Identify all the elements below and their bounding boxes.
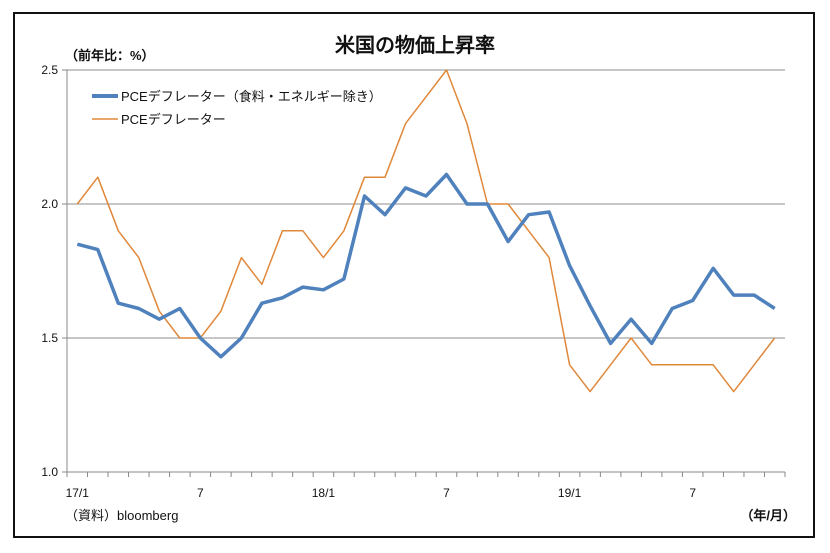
data-point-core-pce — [364, 195, 366, 197]
data-point-core-pce — [753, 294, 755, 296]
data-point-core-pce — [405, 187, 407, 189]
data-point-pce — [528, 230, 530, 232]
data-point-pce — [466, 123, 468, 125]
data-point-core-pce — [466, 203, 468, 205]
data-point-pce — [446, 69, 448, 71]
data-point-pce — [240, 257, 242, 259]
source-label: （資料）bloomberg — [65, 508, 178, 523]
legend-label-headline: PCEデフレーター — [121, 112, 226, 127]
data-point-pce — [261, 283, 263, 285]
data-point-pce — [220, 310, 222, 312]
data-point-core-pce — [692, 300, 694, 302]
chart-title: 米国の物価上昇率 — [335, 33, 495, 57]
data-point-pce — [548, 257, 550, 259]
legend: PCEデフレーター（食料・エネルギー除き） PCEデフレーター — [92, 89, 382, 127]
data-point-core-pce — [97, 249, 99, 251]
data-point-core-pce — [548, 211, 550, 213]
x-tick-label: 19/1 — [558, 486, 582, 500]
data-point-core-pce — [220, 356, 222, 358]
data-point-core-pce — [240, 337, 242, 339]
data-point-pce — [753, 364, 755, 366]
y-tick-label: 2.0 — [41, 197, 58, 211]
chart-frame — [13, 12, 815, 538]
data-point-pce — [692, 364, 694, 366]
data-point-pce — [507, 203, 509, 205]
axis-layer — [66, 70, 785, 473]
unit-label: （前年比：%） — [65, 48, 155, 63]
data-point-core-pce — [630, 318, 632, 320]
data-point-core-pce — [569, 265, 571, 267]
data-point-pce — [671, 364, 673, 366]
data-point-core-pce — [138, 308, 140, 310]
x-tick-label: 18/1 — [312, 486, 336, 500]
x-axis-label: （年/月） — [740, 508, 796, 523]
legend-label-core: PCEデフレーター（食料・エネルギー除き） — [121, 89, 382, 104]
y-tick-label: 1.5 — [41, 331, 58, 345]
data-point-pce — [76, 203, 78, 205]
data-point-pce — [302, 230, 304, 232]
data-point-pce — [651, 364, 653, 366]
y-tick-label: 1.0 — [41, 465, 58, 479]
data-point-core-pce — [76, 243, 78, 245]
data-point-core-pce — [774, 308, 776, 310]
data-point-pce — [117, 230, 119, 232]
data-point-core-pce — [671, 308, 673, 310]
x-tick-label: 7 — [197, 486, 204, 500]
data-point-core-pce — [589, 305, 591, 307]
data-point-pce — [138, 257, 140, 259]
data-point-core-pce — [343, 278, 345, 280]
y-tick-label: 2.5 — [41, 63, 58, 77]
data-point-core-pce — [179, 308, 181, 310]
data-point-pce — [630, 337, 632, 339]
data-point-core-pce — [261, 302, 263, 304]
data-point-core-pce — [487, 203, 489, 205]
data-point-core-pce — [610, 342, 612, 344]
data-point-pce — [774, 337, 776, 339]
data-point-core-pce — [712, 267, 714, 269]
data-point-core-pce — [733, 294, 735, 296]
data-point-core-pce — [446, 174, 448, 176]
data-point-core-pce — [425, 195, 427, 197]
data-point-pce — [343, 230, 345, 232]
data-point-core-pce — [651, 342, 653, 344]
data-point-pce — [281, 230, 283, 232]
data-point-pce — [158, 310, 160, 312]
data-point-pce — [712, 364, 714, 366]
data-point-core-pce — [117, 302, 119, 304]
data-point-pce — [405, 123, 407, 125]
label-layer: 1.0 1.5 2.0 2.5 17/1 7 18/1 7 19/1 7 — [41, 63, 696, 500]
data-point-pce — [179, 337, 181, 339]
x-tick-label: 7 — [443, 486, 450, 500]
data-point-pce — [425, 96, 427, 98]
data-point-core-pce — [199, 337, 201, 339]
data-point-pce — [322, 257, 324, 259]
data-point-core-pce — [302, 286, 304, 288]
x-tick-label: 17/1 — [66, 486, 90, 500]
data-point-pce — [384, 176, 386, 178]
grid-layer — [62, 69, 786, 477]
data-point-pce — [733, 391, 735, 393]
data-point-pce — [364, 176, 366, 178]
series-layer — [76, 69, 776, 393]
data-point-pce — [610, 364, 612, 366]
data-point-core-pce — [528, 214, 530, 216]
data-point-core-pce — [281, 297, 283, 299]
series-line-pce — [76, 69, 776, 393]
data-point-pce — [97, 176, 99, 178]
data-point-core-pce — [322, 289, 324, 291]
data-point-core-pce — [507, 241, 509, 243]
data-point-core-pce — [158, 318, 160, 320]
data-point-core-pce — [384, 214, 386, 216]
data-point-pce — [589, 391, 591, 393]
x-tick-label: 7 — [689, 486, 696, 500]
data-point-pce — [569, 364, 571, 366]
series-line-core-pce — [76, 172, 776, 359]
